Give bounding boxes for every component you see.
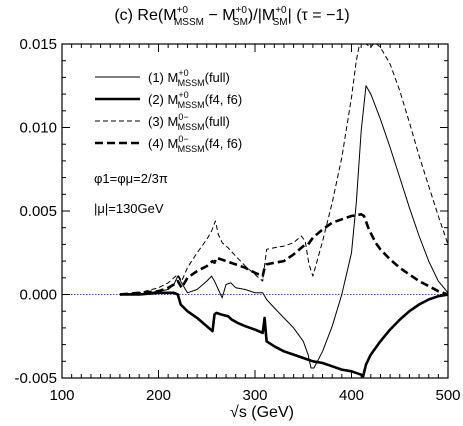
title-mid2: )/|M	[248, 7, 275, 24]
y-tick-label: 0.015	[19, 36, 57, 53]
annotation-phase: φ1=φμ=2/3π	[94, 171, 168, 186]
x-tick-label: 500	[435, 387, 460, 404]
y-tick-label: 0.000	[19, 287, 57, 304]
legend-label-4: (4) M0− MSSM(f4, f6)	[148, 134, 242, 154]
chart-title: (c) Re(M+0 MSSM − M+0 SM)/|M+0 SM| (τ = −1)	[114, 5, 349, 28]
x-tick-label: 300	[242, 387, 267, 404]
y-tick-label: 0.010	[19, 120, 57, 137]
title-sub1: MSSM	[174, 17, 204, 28]
legend-label-3: (3) M0− MSSM(full)	[148, 112, 230, 132]
legend: (1) M+0 MSSM(full) (2) M+0 MSSM(f4, f6) (3…	[95, 68, 242, 154]
y-tick-label: -0.005	[14, 370, 57, 387]
series-line-4	[119, 213, 448, 296]
title-sub3: SM	[273, 17, 288, 28]
legend-label-2: (2) M+0 MSSM(f4, f6)	[148, 90, 242, 110]
y-tick-label: 0.005	[19, 203, 57, 220]
title-sup3: +0	[275, 5, 287, 16]
x-tick-label: 400	[339, 387, 364, 404]
x-tick-label: 100	[49, 387, 74, 404]
title-suffix: | (τ = −1)	[288, 7, 350, 24]
axis-ticks: 100 200 300 400 500 -0.005 0.000 0.005 0.010 0.01…	[14, 36, 460, 404]
annotation-mu: |μ|=130GeV	[94, 201, 164, 216]
legend-label-1: (1) M+0 MSSM(full)	[148, 68, 230, 88]
title-sup1: +0	[177, 5, 189, 16]
series-line-1	[119, 85, 448, 369]
series-line-2	[119, 291, 448, 378]
series-line-3	[119, 44, 448, 295]
x-axis-title: √s (GeV)	[230, 404, 294, 421]
title-sub2: SM	[233, 17, 248, 28]
x-tick-label: 200	[146, 387, 171, 404]
title-sup2: +0	[236, 5, 248, 16]
title-prefix: (c) Re(M	[114, 7, 176, 24]
title-mid: − M	[204, 7, 236, 24]
series-lines	[119, 44, 448, 378]
